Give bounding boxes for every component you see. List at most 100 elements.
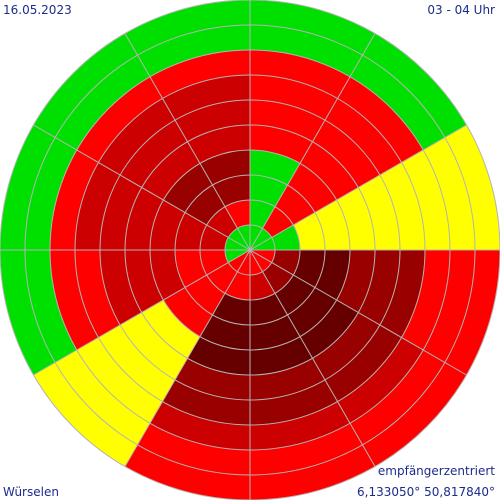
sector-7-ring-0	[228, 250, 250, 272]
sector-10-ring-9	[33, 33, 138, 138]
sector-5-ring-6	[250, 379, 338, 425]
sector-8-ring-3	[150, 250, 186, 300]
sector-10-ring-8	[55, 55, 150, 150]
sector-2-ring-7	[401, 150, 450, 250]
sector-5-ring-8	[250, 423, 363, 475]
sector-6-ring-6	[162, 379, 250, 425]
sector-2-ring-1	[271, 225, 300, 250]
sector-5-ring-5	[250, 358, 325, 400]
sector-3-ring-1	[271, 250, 300, 275]
sector-4-ring-8	[350, 350, 445, 445]
sector-0-ring-3	[250, 150, 300, 186]
sector-9-ring-2	[175, 212, 207, 250]
sector-1-ring-1	[262, 206, 294, 238]
sector-4-ring-2	[275, 275, 315, 315]
sector-0-ring-2	[250, 175, 288, 207]
sector-5-ring-7	[250, 401, 350, 450]
location-label: Würselen	[3, 485, 59, 499]
grid-spoke-1	[249, 33, 376, 251]
time-range-label: 03 - 04 Uhr	[427, 3, 495, 17]
sector-11-ring-6	[162, 75, 250, 121]
sector-4-ring-0	[250, 250, 272, 272]
sector-3-ring-5	[358, 250, 400, 325]
sector-11-ring-8	[137, 25, 250, 77]
sector-0-ring-5	[250, 100, 325, 142]
sector-2-ring-5	[358, 175, 400, 250]
sector-3-ring-3	[314, 250, 350, 300]
sector-7-ring-4	[141, 300, 200, 359]
sector-8-ring-6	[75, 250, 121, 338]
sector-11-ring-5	[175, 100, 250, 142]
sector-6-ring-1	[225, 271, 250, 300]
sector-11-ring-3	[200, 150, 250, 186]
sector-8-ring-7	[50, 250, 99, 350]
sector-6-ring-9	[125, 444, 250, 500]
sector-10-ring-3	[163, 163, 213, 213]
sector-3-ring-9	[444, 250, 500, 375]
sector-1-ring-6	[325, 98, 402, 175]
sector-10-ring-5	[120, 120, 188, 188]
sector-0-ring-7	[250, 50, 350, 99]
grid-spoke-11	[124, 33, 251, 251]
sector-5-ring-3	[250, 314, 300, 350]
sector-2-ring-9	[444, 125, 500, 250]
grid-spoke-8	[33, 249, 251, 376]
sector-10-ring-1	[206, 206, 238, 238]
sector-11-ring-9	[125, 0, 250, 56]
mode-label: empfängerzentriert	[377, 464, 495, 478]
sector-7-ring-7	[76, 337, 163, 424]
grid-spoke-7	[124, 249, 251, 467]
sector-10-ring-2	[185, 185, 225, 225]
sector-11-ring-1	[225, 200, 250, 229]
sector-6-ring-2	[212, 293, 250, 325]
grid-spoke-4	[249, 249, 467, 376]
grid-spoke-2	[249, 124, 467, 251]
sector-4-ring-5	[312, 312, 380, 380]
sector-7-ring-6	[98, 325, 175, 402]
sector-9-ring-3	[150, 200, 186, 250]
sector-7-ring-8	[55, 350, 150, 445]
sector-7-ring-5	[120, 312, 188, 380]
sector-9-ring-8	[25, 137, 77, 250]
sector-7-ring-1	[206, 262, 238, 294]
sector-8-ring-8	[25, 250, 77, 363]
sector-4-ring-9	[362, 362, 467, 467]
sector-10-ring-6	[98, 98, 175, 175]
sector-7-ring-9	[33, 362, 138, 467]
sector-1-ring-5	[312, 120, 380, 188]
sector-2-ring-3	[314, 200, 350, 250]
sector-0-ring-1	[250, 200, 275, 229]
sector-6-ring-8	[137, 423, 250, 475]
sector-1-ring-2	[275, 185, 315, 225]
sector-7-ring-2	[185, 275, 225, 315]
sector-4-ring-6	[325, 325, 402, 402]
sector-1-ring-3	[287, 163, 337, 213]
sector-0-ring-9	[250, 0, 375, 56]
grid-spoke-10	[33, 124, 251, 251]
sector-9-ring-1	[200, 225, 229, 250]
sector-5-ring-9	[250, 444, 375, 500]
sector-3-ring-7	[401, 250, 450, 350]
sector-4-ring-7	[337, 337, 424, 424]
sector-6-ring-5	[175, 358, 250, 400]
grid-spoke-5	[249, 249, 376, 467]
sector-9-ring-9	[0, 125, 56, 250]
sector-2-ring-2	[293, 212, 325, 250]
sector-1-ring-8	[350, 55, 445, 150]
sector-11-ring-7	[150, 50, 250, 99]
sector-8-ring-9	[0, 250, 56, 375]
sector-3-ring-8	[423, 250, 475, 363]
sector-5-ring-2	[250, 293, 288, 325]
sector-10-ring-4	[141, 141, 200, 200]
sector-2-ring-6	[379, 162, 425, 250]
sector-6-ring-7	[150, 401, 250, 450]
sector-1-ring-9	[362, 33, 467, 138]
sector-7-ring-3	[163, 287, 213, 337]
sector-5-ring-1	[250, 271, 275, 300]
sector-10-ring-7	[76, 76, 163, 163]
sector-2-ring-8	[423, 137, 475, 250]
sector-8-ring-2	[175, 250, 207, 288]
sector-1-ring-4	[300, 141, 359, 200]
